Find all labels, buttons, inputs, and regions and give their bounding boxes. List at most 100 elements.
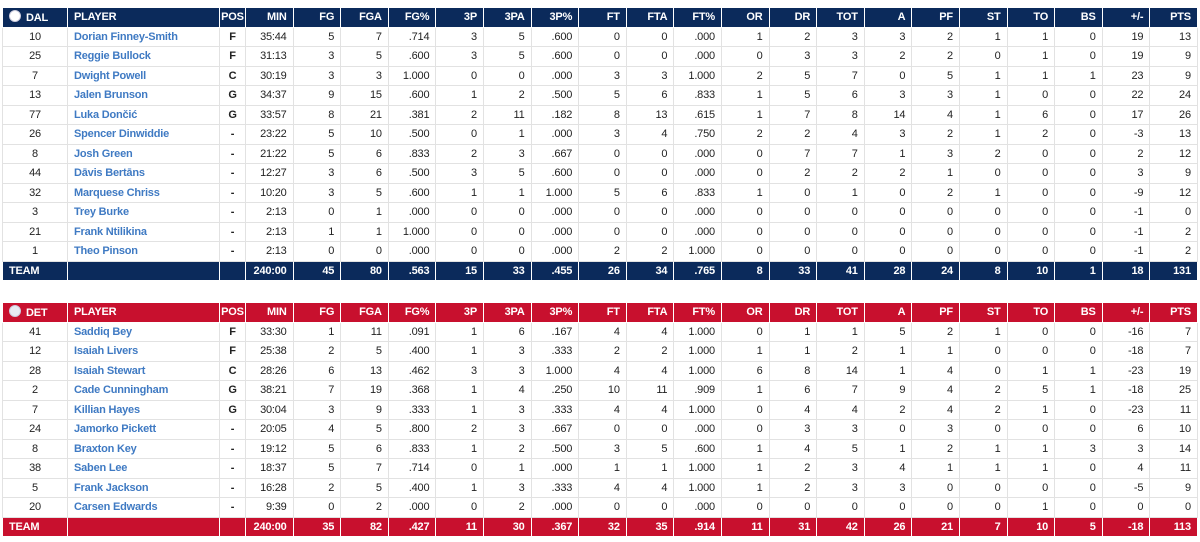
stat-cell: 1	[863, 341, 913, 362]
stat-cell: 6	[340, 438, 389, 459]
stat-cell: 2	[1149, 221, 1198, 242]
stat-cell: 0	[625, 497, 675, 518]
header-cell: FG%	[387, 7, 437, 28]
stat-cell: 6	[340, 143, 389, 164]
total-cell: .563	[387, 260, 437, 281]
stat-cell: 1.000	[673, 399, 722, 420]
stat-cell: 1	[1006, 497, 1056, 518]
stat-cell: 13	[2, 85, 68, 106]
total-cell: 15	[435, 260, 484, 281]
header-cell: 3P%	[530, 302, 580, 323]
total-cell: .914	[673, 516, 722, 537]
stat-cell: 0	[1006, 221, 1056, 242]
stat-cell: 33:30	[245, 321, 294, 342]
stat-cell: .600	[387, 46, 437, 67]
stat-cell: 3	[292, 46, 342, 67]
stat-cell: 1	[958, 65, 1008, 86]
stat-cell: 1	[435, 182, 484, 203]
stat-cell: 26	[2, 124, 68, 145]
stat-cell: 0	[1054, 104, 1103, 125]
stat-cell: 1.000	[673, 341, 722, 362]
player-name: Trey Burke	[67, 202, 220, 223]
header-cell: FG	[292, 7, 342, 28]
stat-cell: -1	[1101, 221, 1151, 242]
stat-cell: 1	[911, 163, 960, 184]
stat-cell: 4	[578, 477, 627, 498]
total-cell: 26	[578, 260, 627, 281]
header-cell: FT	[578, 7, 627, 28]
total-cell: .455	[530, 260, 580, 281]
stat-cell: 1	[435, 341, 484, 362]
stat-cell: 17	[1101, 104, 1151, 125]
stat-cell: .909	[673, 380, 722, 401]
total-cell: .765	[673, 260, 722, 281]
stat-cell: 2	[768, 477, 818, 498]
stat-cell: 31:13	[245, 46, 294, 67]
stat-cell: 4	[1101, 458, 1151, 479]
stat-cell: 3	[768, 46, 818, 67]
stat-cell: 1	[435, 321, 484, 342]
stat-cell: 1	[911, 341, 960, 362]
stat-cell: 0	[1054, 419, 1103, 440]
stat-cell: 16:28	[245, 477, 294, 498]
stat-cell: 5	[292, 26, 342, 47]
stat-cell: 9	[340, 399, 389, 420]
stat-cell: 3	[482, 399, 532, 420]
stat-cell: 2	[625, 241, 675, 262]
stat-cell: 6	[625, 182, 675, 203]
header-cell: PF	[911, 302, 960, 323]
stat-cell: .600	[530, 46, 580, 67]
stat-cell: 1.000	[530, 182, 580, 203]
stat-cell: 1	[816, 182, 865, 203]
stat-cell: 26	[1149, 104, 1198, 125]
stat-cell: 0	[1054, 46, 1103, 67]
total-cell: 45	[292, 260, 342, 281]
stat-cell: 5	[911, 65, 960, 86]
stat-cell: 9:39	[245, 497, 294, 518]
stat-cell: 0	[1006, 163, 1056, 184]
stat-cell: 3	[1054, 438, 1103, 459]
stat-cell: 7	[768, 104, 818, 125]
player-row: 12 Isaiah Livers F 25:38 2 5.400 1 3.333 2 2 1.000…	[2, 341, 1198, 362]
header-cell: +/-	[1101, 7, 1151, 28]
total-cell: 8	[720, 260, 770, 281]
header-cell: FT%	[673, 7, 722, 28]
header-cell: POS	[219, 302, 246, 323]
header-cell: FGA	[340, 302, 389, 323]
stat-cell: 0	[1006, 341, 1056, 362]
stat-cell: 0	[578, 497, 627, 518]
stat-cell: .333	[530, 399, 580, 420]
stat-cell: 12	[1149, 143, 1198, 164]
header-cell: TO	[1006, 302, 1056, 323]
stat-cell: 0	[1054, 26, 1103, 47]
stat-cell: 1	[435, 399, 484, 420]
total-cell: 18	[1101, 260, 1151, 281]
stat-cell: 1	[435, 380, 484, 401]
stat-cell: 1	[768, 321, 818, 342]
stat-cell: 0	[720, 497, 770, 518]
stat-cell: 0	[863, 497, 913, 518]
total-cell: 34	[625, 260, 675, 281]
stat-cell: 1	[1006, 65, 1056, 86]
player-row: 21 Frank Ntilikina -2:13 1 1 1.000 0 0.000 0 0.00…	[2, 221, 1198, 242]
stat-cell: 4	[578, 399, 627, 420]
stat-cell: 3	[482, 360, 532, 381]
stat-cell: 0	[720, 321, 770, 342]
stat-cell: 0	[1006, 85, 1056, 106]
stat-cell: 0	[292, 202, 342, 223]
stat-cell: 3	[863, 124, 913, 145]
total-cell: 28	[863, 260, 913, 281]
stat-cell: 2	[578, 241, 627, 262]
stat-cell: 4	[578, 360, 627, 381]
stat-cell: 3	[863, 85, 913, 106]
stat-cell: 11	[482, 104, 532, 125]
stat-cell: -	[219, 477, 246, 498]
stat-cell: 2	[911, 438, 960, 459]
stat-cell: 10	[578, 380, 627, 401]
stat-cell: 3	[625, 65, 675, 86]
team-logo	[9, 10, 21, 23]
stat-cell: 1	[625, 458, 675, 479]
stat-cell: -	[219, 163, 246, 184]
stat-cell: C	[219, 360, 246, 381]
stat-cell: 2	[1101, 143, 1151, 164]
